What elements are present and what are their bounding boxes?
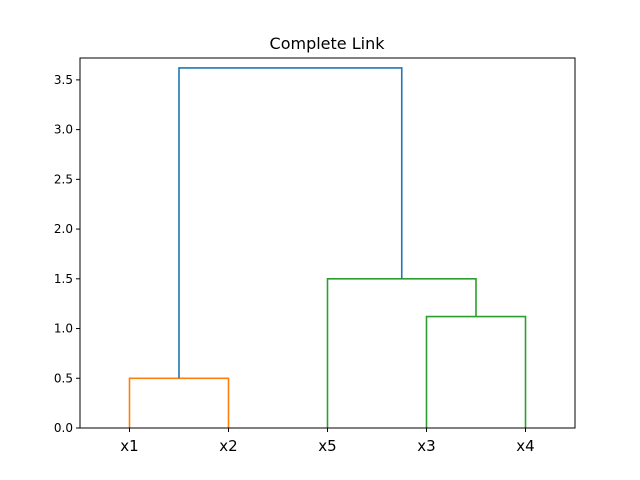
x-tick-label-x4: x4	[516, 437, 534, 455]
y-tick-label: 1.5	[54, 272, 73, 286]
link-x5-x3x4	[326, 278, 477, 428]
x-tick-label-x3: x3	[417, 437, 435, 455]
y-tick-label: 3.5	[54, 73, 73, 87]
y-tick-label: 2.0	[54, 222, 73, 236]
link-x1x2-x5x3x4	[178, 67, 403, 379]
y-tick-label: 3.0	[54, 123, 73, 137]
y-axis: 0.0 0.5 1.0 1.5 2.0 2.5 3.0 3.5	[54, 73, 80, 435]
x-tick-label-x2: x2	[219, 437, 237, 455]
x-axis: x1 x2 x5 x3 x4	[120, 428, 535, 455]
chart-title: Complete Link	[270, 34, 386, 53]
link-x1-x2	[128, 377, 230, 428]
y-tick-label: 0.0	[54, 421, 73, 435]
dendrogram-links	[128, 67, 527, 428]
x-tick-label-x1: x1	[120, 437, 138, 455]
y-tick-label: 1.0	[54, 322, 73, 336]
x-tick-label-x5: x5	[318, 437, 336, 455]
y-tick-label: 0.5	[54, 371, 73, 385]
link-x3-x4	[425, 315, 527, 428]
y-tick-label: 2.5	[54, 172, 73, 186]
